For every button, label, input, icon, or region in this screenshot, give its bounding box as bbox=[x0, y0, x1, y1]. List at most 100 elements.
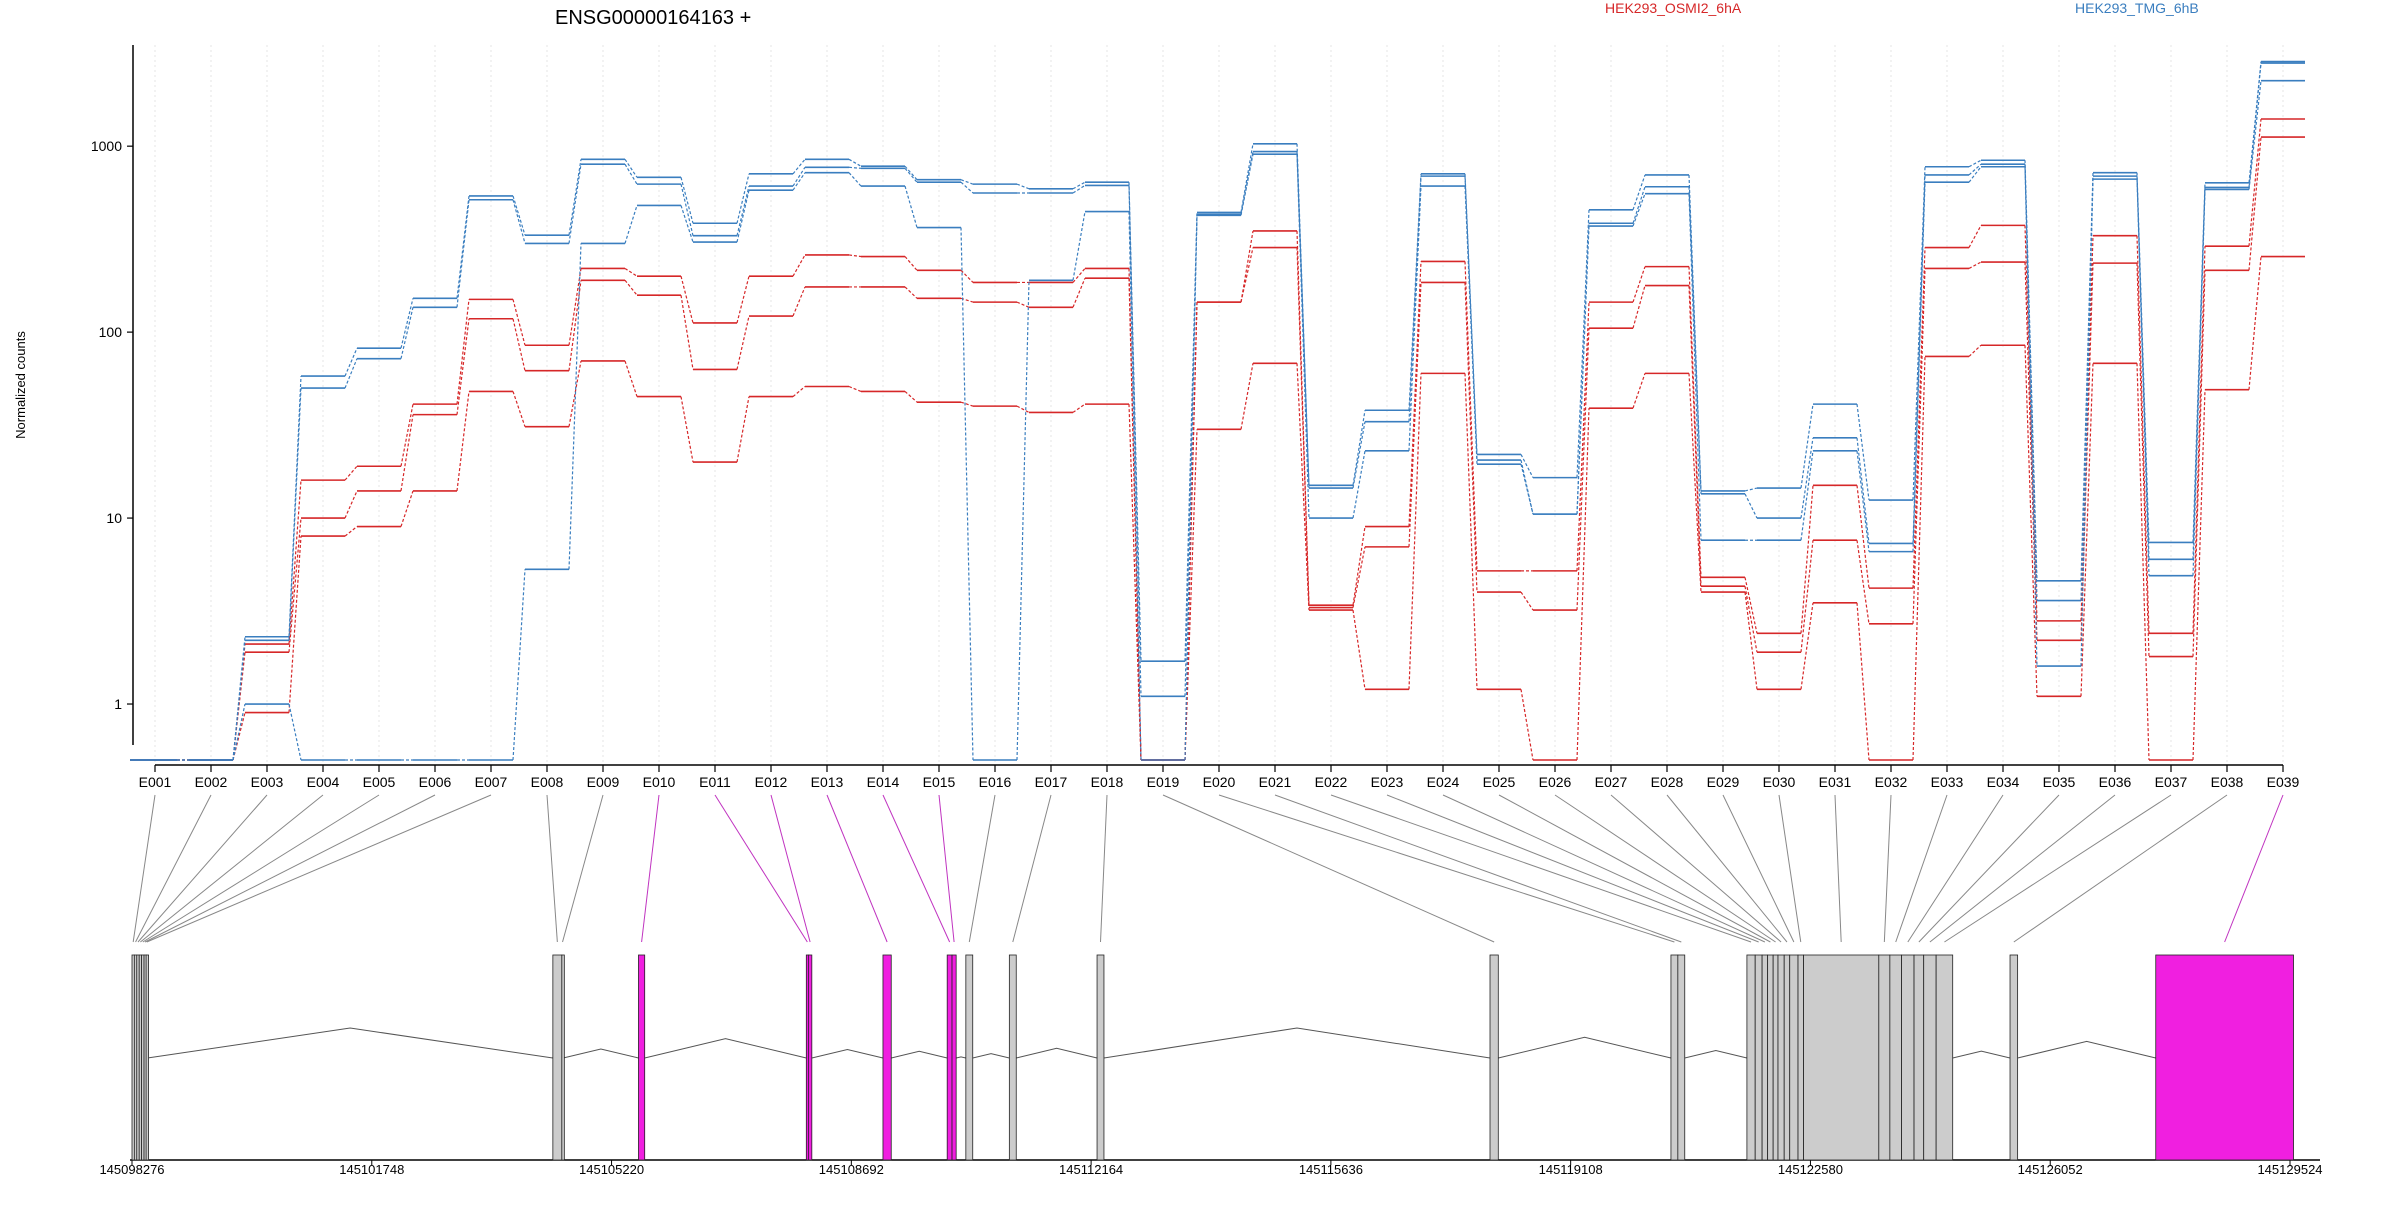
exon-connector bbox=[968, 794, 996, 943]
series-transition bbox=[288, 536, 302, 713]
x-tick-label: E037 bbox=[2155, 774, 2188, 790]
coordinate-tick-label: 145122580 bbox=[1778, 1162, 1843, 1177]
exon-connector bbox=[1442, 794, 1766, 943]
series-transition bbox=[1240, 247, 1254, 303]
series-transition bbox=[1408, 282, 1422, 547]
series-transition bbox=[2080, 363, 2094, 697]
series-transition bbox=[624, 158, 638, 178]
exon-bin bbox=[1754, 954, 1763, 1161]
series-transition bbox=[1072, 403, 1086, 413]
series-transition bbox=[848, 254, 862, 258]
intron-line bbox=[147, 1027, 553, 1059]
series-transition bbox=[1520, 591, 1534, 611]
intron-line bbox=[811, 1048, 884, 1059]
series-transition bbox=[1408, 176, 1422, 422]
exon-connector bbox=[562, 794, 604, 943]
series-transition bbox=[680, 275, 694, 324]
series-transition bbox=[848, 166, 862, 169]
x-tick-label: E035 bbox=[2043, 774, 2076, 790]
series-transition bbox=[288, 388, 302, 641]
series-transition bbox=[2248, 136, 2262, 271]
series-transition bbox=[512, 569, 526, 761]
series-transition bbox=[1464, 173, 1478, 455]
series-transition bbox=[568, 243, 582, 570]
series-transition bbox=[680, 396, 694, 463]
exon-connector bbox=[1330, 794, 1752, 943]
series-transition bbox=[960, 269, 974, 283]
exon-connector bbox=[1918, 794, 2060, 943]
series-transition bbox=[400, 490, 414, 527]
y-tick-label: 100 bbox=[99, 324, 123, 340]
exon-connector bbox=[1929, 794, 2116, 943]
exon-bin bbox=[1761, 954, 1769, 1161]
series-transition bbox=[1688, 193, 1702, 541]
coordinate-tick-label: 145098276 bbox=[99, 1162, 164, 1177]
series-transition bbox=[1408, 173, 1422, 411]
exon-connector bbox=[2224, 794, 2284, 943]
x-tick-label: E005 bbox=[363, 774, 396, 790]
series-transition bbox=[568, 164, 582, 244]
exon-bin bbox=[1789, 954, 1799, 1161]
series-transition bbox=[1856, 540, 1870, 624]
series-transition bbox=[1520, 463, 1534, 515]
series-transition bbox=[1408, 186, 1422, 451]
exon-connector bbox=[770, 794, 811, 943]
series-transition bbox=[848, 385, 862, 392]
series-transition bbox=[1128, 185, 1142, 697]
series-transition bbox=[1744, 591, 1758, 690]
x-tick-label: E019 bbox=[1147, 774, 1180, 790]
series-transition bbox=[568, 280, 582, 371]
x-tick-label: E020 bbox=[1203, 774, 1236, 790]
series-transition bbox=[1184, 429, 1198, 761]
series-transition bbox=[232, 703, 246, 761]
series-transition bbox=[568, 159, 582, 236]
exon-bin bbox=[1777, 954, 1785, 1161]
series-transition bbox=[1968, 163, 1982, 176]
series-transition bbox=[736, 190, 750, 243]
series-transition bbox=[736, 173, 750, 224]
x-tick-label: E023 bbox=[1371, 774, 1404, 790]
series-transition bbox=[2136, 235, 2150, 634]
series-transition bbox=[960, 401, 974, 407]
y-tick-label: 1000 bbox=[91, 138, 122, 154]
series-transition bbox=[2024, 345, 2038, 697]
coordinate-tick-label: 145115636 bbox=[1299, 1162, 1363, 1177]
exon-connector bbox=[1610, 794, 1782, 943]
series-transition bbox=[2136, 263, 2150, 657]
series-transition bbox=[1968, 261, 1982, 269]
exon-connector bbox=[1162, 794, 1495, 943]
series-transition bbox=[1632, 285, 1646, 329]
intron-line bbox=[956, 1056, 966, 1059]
series-transition bbox=[960, 227, 974, 761]
exon-bin bbox=[1878, 954, 1891, 1161]
series-transition bbox=[1856, 437, 1870, 544]
x-tick-label: E022 bbox=[1315, 774, 1348, 790]
intron-line bbox=[2017, 1040, 2156, 1059]
coordinate-tick-label: 145119108 bbox=[1539, 1162, 1603, 1177]
series-transition bbox=[680, 183, 694, 236]
series-transition bbox=[456, 391, 470, 491]
series-transition bbox=[2248, 256, 2262, 390]
exon-bin bbox=[1767, 954, 1774, 1161]
exon-bin bbox=[1797, 954, 1804, 1161]
coordinate-tick-label: 145129524 bbox=[2257, 1162, 2322, 1177]
exon-connector bbox=[1883, 794, 1892, 943]
series-transition bbox=[2192, 389, 2206, 761]
series-transition bbox=[1352, 610, 1366, 690]
series-transition bbox=[792, 386, 806, 398]
exon-bin bbox=[552, 954, 563, 1161]
series-transition bbox=[1464, 261, 1478, 571]
series-transition bbox=[400, 298, 414, 349]
series-transition bbox=[904, 286, 918, 299]
series-transition bbox=[1520, 454, 1534, 478]
series-transition bbox=[512, 299, 526, 346]
series-transition bbox=[680, 177, 694, 224]
series-transition bbox=[1296, 154, 1310, 519]
exon-connector bbox=[1778, 794, 1802, 943]
series-transition bbox=[232, 652, 246, 761]
series-transition bbox=[1856, 404, 1870, 501]
legend-entry-osmi2: HEK293_OSMI2_6hA bbox=[1605, 0, 1742, 16]
series-transition bbox=[1016, 405, 1030, 413]
x-tick-label: E008 bbox=[531, 774, 564, 790]
series-transition bbox=[792, 286, 806, 317]
